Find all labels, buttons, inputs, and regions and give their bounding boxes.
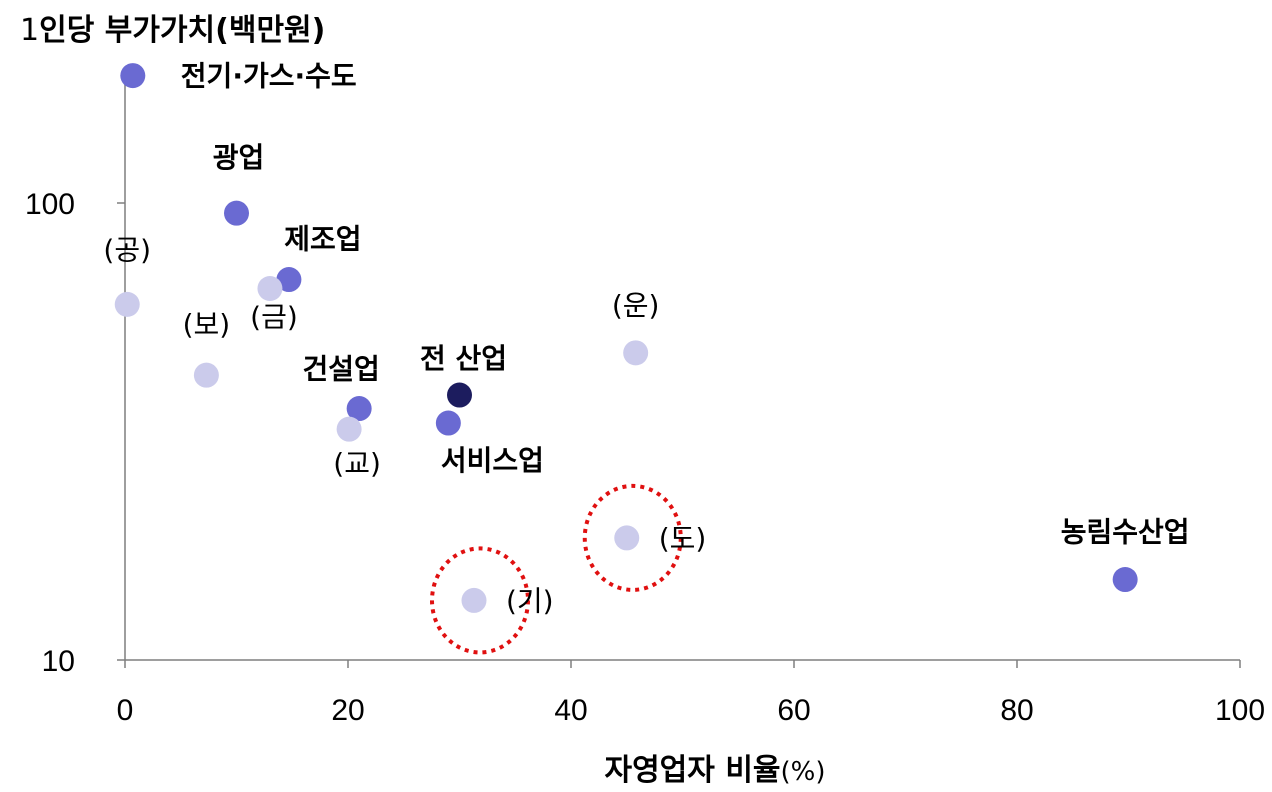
data-point bbox=[447, 382, 472, 408]
axes bbox=[124, 80, 1240, 661]
x-tick-label: 40 bbox=[554, 694, 587, 727]
y-tick-label: 100 bbox=[25, 188, 75, 221]
point-label: (운) bbox=[612, 289, 660, 322]
data-point bbox=[193, 362, 219, 388]
y-axis-title-prefix: 1 bbox=[20, 13, 39, 48]
point-label: 서비스업 bbox=[441, 444, 544, 477]
point-label: (교) bbox=[333, 447, 381, 480]
point-label: 건설업 bbox=[303, 353, 380, 386]
x-tick-label: 80 bbox=[1000, 694, 1033, 727]
y-axis-title-main: 인당 부가가치 bbox=[39, 13, 215, 48]
point-label: (기) bbox=[506, 584, 554, 617]
y-tick-label: 10 bbox=[42, 645, 75, 678]
data-point bbox=[346, 396, 372, 422]
x-tick-label: 20 bbox=[331, 694, 364, 727]
point-label: 광업 bbox=[213, 141, 265, 174]
data-point bbox=[1112, 567, 1138, 593]
data-point bbox=[435, 410, 461, 436]
data-point bbox=[224, 200, 249, 226]
x-axis-title: 자영업자 비율(%) bbox=[604, 753, 825, 788]
x-tick-label: 60 bbox=[777, 694, 810, 727]
point-label: (금) bbox=[250, 300, 298, 333]
x-axis-title-unit: (%) bbox=[781, 757, 826, 787]
x-axis-title-main: 자영업자 비율 bbox=[604, 753, 780, 788]
data-point bbox=[336, 416, 362, 442]
data-point bbox=[120, 63, 146, 89]
point-label: (보) bbox=[183, 308, 231, 341]
y-axis-title: 1인당 부가가치(백만원) bbox=[20, 13, 325, 48]
data-point bbox=[257, 275, 283, 301]
y-axis-title-unit: (백만원) bbox=[215, 13, 325, 48]
data-point bbox=[276, 267, 302, 293]
highlight-rings bbox=[429, 483, 683, 655]
point-label: 전 산업 bbox=[420, 342, 507, 375]
axis-ticks: 0 20 40 60 80 100 10 100 bbox=[25, 188, 1265, 727]
data-point bbox=[461, 587, 487, 613]
point-label: (도) bbox=[659, 522, 707, 555]
axis-titles: 1인당 부가가치(백만원) 자영업자 비율(%) bbox=[20, 13, 826, 788]
highlight-ring bbox=[582, 483, 683, 592]
point-label: 농림수산업 bbox=[1061, 516, 1190, 549]
point-label: (공) bbox=[103, 233, 151, 266]
x-tick-label: 100 bbox=[1215, 694, 1265, 727]
data-point bbox=[623, 340, 649, 366]
data-points bbox=[114, 63, 1138, 613]
data-point bbox=[114, 291, 140, 317]
highlight-ring bbox=[429, 546, 530, 655]
point-label: 제조업 bbox=[284, 223, 361, 256]
point-label: 전기·가스·수도 bbox=[181, 60, 357, 93]
x-tick-label: 0 bbox=[117, 694, 134, 727]
data-point bbox=[614, 525, 640, 551]
